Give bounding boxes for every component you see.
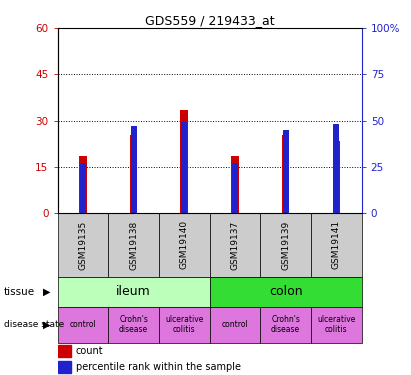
- Text: Crohn's
disease: Crohn's disease: [271, 315, 300, 334]
- Text: GSM19137: GSM19137: [231, 220, 240, 270]
- Bar: [311, 307, 362, 343]
- Bar: [333, 124, 339, 213]
- Text: ▶: ▶: [43, 320, 51, 330]
- Bar: [58, 345, 71, 357]
- Bar: [232, 163, 238, 213]
- Bar: [260, 307, 311, 343]
- Text: ulcerative
colitis: ulcerative colitis: [165, 315, 203, 334]
- Bar: [58, 361, 71, 374]
- Text: GSM19135: GSM19135: [79, 220, 88, 270]
- Bar: [283, 130, 289, 213]
- Text: tissue: tissue: [4, 287, 35, 297]
- Text: Crohn's
disease: Crohn's disease: [119, 315, 148, 334]
- Text: ileum: ileum: [116, 285, 151, 298]
- Text: GSM19140: GSM19140: [180, 220, 189, 270]
- Bar: [58, 213, 108, 277]
- Bar: [332, 141, 340, 213]
- Bar: [159, 213, 210, 277]
- Bar: [210, 277, 362, 307]
- Text: colon: colon: [269, 285, 302, 298]
- Title: GDS559 / 219433_at: GDS559 / 219433_at: [145, 14, 275, 27]
- Bar: [260, 213, 311, 277]
- Text: GSM19141: GSM19141: [332, 220, 341, 270]
- Text: percentile rank within the sample: percentile rank within the sample: [76, 362, 241, 372]
- Text: GSM19139: GSM19139: [281, 220, 290, 270]
- Bar: [79, 156, 87, 213]
- Bar: [282, 135, 289, 213]
- Text: GSM19138: GSM19138: [129, 220, 138, 270]
- Bar: [210, 307, 260, 343]
- Bar: [210, 213, 260, 277]
- Bar: [108, 307, 159, 343]
- Bar: [80, 163, 86, 213]
- Bar: [180, 110, 188, 213]
- Bar: [181, 123, 187, 213]
- Text: control: control: [222, 320, 248, 329]
- Text: ▶: ▶: [43, 287, 51, 297]
- Bar: [108, 213, 159, 277]
- Bar: [131, 126, 136, 213]
- Text: count: count: [76, 346, 104, 356]
- Bar: [58, 277, 210, 307]
- Bar: [311, 213, 362, 277]
- Text: disease state: disease state: [4, 320, 65, 329]
- Bar: [231, 156, 239, 213]
- Bar: [58, 307, 108, 343]
- Text: control: control: [69, 320, 96, 329]
- Text: ulcerative
colitis: ulcerative colitis: [317, 315, 356, 334]
- Bar: [130, 135, 137, 213]
- Bar: [159, 307, 210, 343]
